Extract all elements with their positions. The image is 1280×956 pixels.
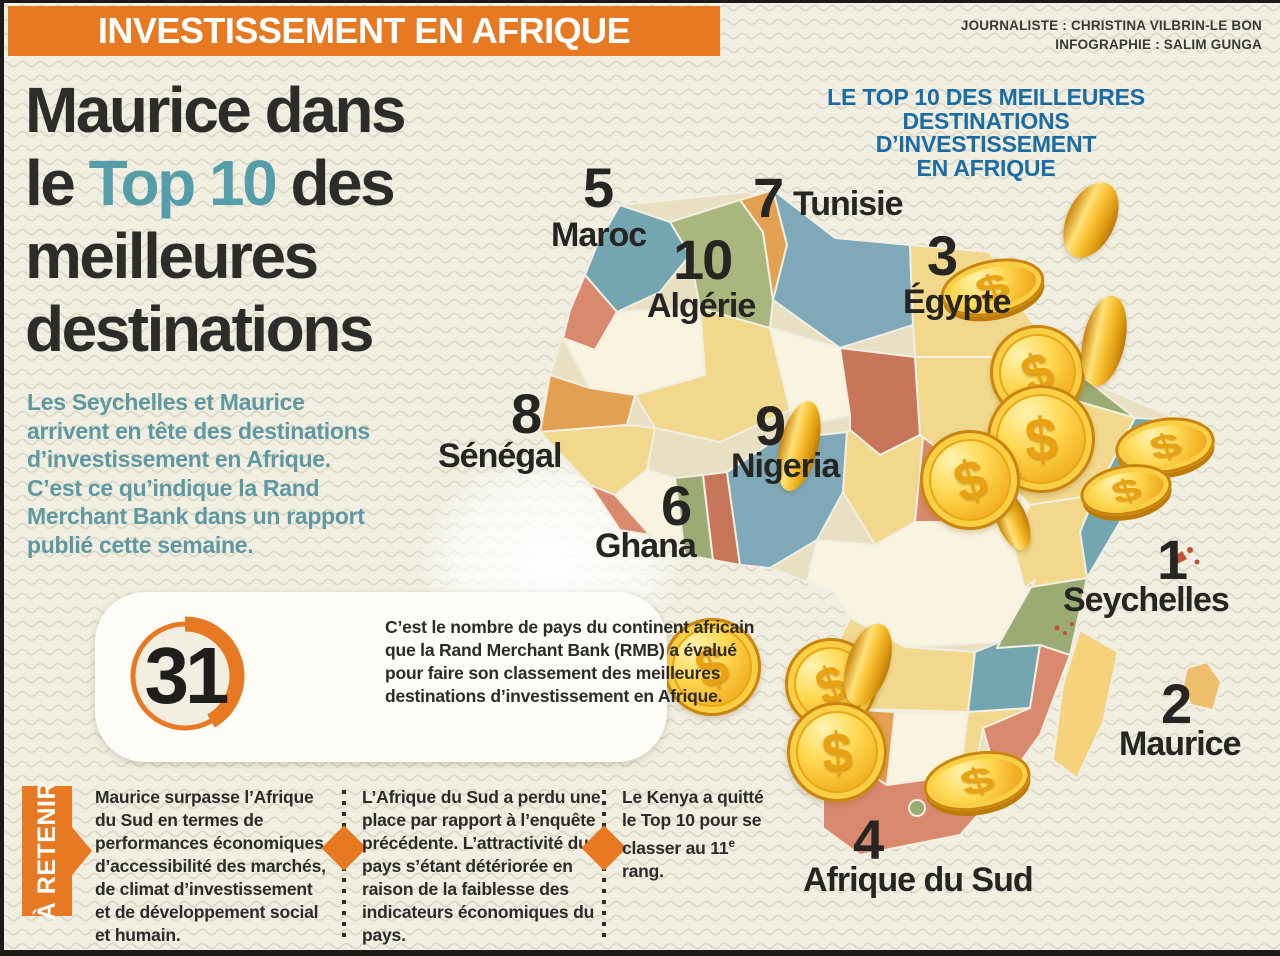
credit-journalist: JOURNALISTE : CHRISTINA VILBRIN-LE BON: [960, 18, 1262, 33]
intro-line: arrivent en tête des destinations: [27, 417, 370, 444]
a-retenir-label: À RETENIR: [32, 781, 61, 921]
map-rank-number: 9: [755, 394, 786, 457]
headline-text: des: [275, 147, 395, 219]
map-rank-number: 8: [511, 382, 542, 445]
map-country-label: Afrique du Sud: [803, 861, 1034, 899]
headline-line: destinations: [25, 293, 374, 365]
stat-ring-icon: [130, 616, 245, 731]
country-zambie: [967, 641, 1041, 713]
page-edge-top: [0, 0, 1280, 3]
country-niger: [769, 327, 851, 429]
map-country-label: Nigeria: [731, 447, 840, 485]
map-country-label: Ghana: [595, 527, 697, 565]
kicker-banner: INVESTISSEMENT EN AFRIQUE: [8, 6, 720, 56]
note-lead: Maurice: [95, 787, 160, 807]
dollar-sign: $: [819, 720, 855, 784]
headline-line: le Top 10 des: [25, 147, 404, 220]
map-title-line: DESTINATIONS: [902, 107, 1070, 134]
credits: JOURNALISTE : CHRISTINA VILBRIN-LE BON I…: [961, 16, 1262, 54]
note-lead: L’Afrique du Sud: [362, 787, 499, 807]
islands-seychelles: [1173, 551, 1187, 564]
headline: Maurice dans le Top 10 des meilleures de…: [25, 74, 407, 366]
intro-line: Les Seychelles et Maurice: [27, 389, 305, 415]
country-lesotho: [908, 799, 926, 817]
dollar-sign: $: [1144, 424, 1186, 467]
map-rank-number: 6: [661, 474, 692, 537]
map-rank-number: 3: [927, 224, 958, 287]
page-edge-bottom: [0, 950, 1280, 956]
note-kenya: Le Kenya a quitté le Top 10 pour se clas…: [622, 786, 780, 883]
note-text: a quitté le Top 10 pour se classer au 11: [622, 787, 764, 858]
intro-line: Merchant Bank dans un rapport: [27, 503, 365, 529]
note-text: rang.: [622, 860, 664, 881]
map-rank-number: 1: [1157, 528, 1188, 591]
intro-line: publié cette semaine.: [27, 531, 254, 558]
map-country-label: Maurice: [1119, 725, 1241, 763]
note-text: a perdu une place par rapport à l’enquêt…: [362, 787, 601, 945]
dollar-sign: $: [954, 758, 1000, 804]
intro-line: d’investissement en Afrique.: [27, 446, 331, 472]
stat-number: 31: [144, 631, 230, 720]
country-senegal: [539, 374, 636, 433]
intro-paragraph: Les Seychelles et Maurice arrivent en têt…: [27, 388, 370, 559]
note-lead: Le Kenya: [622, 787, 699, 807]
stat-ring: 31: [123, 614, 247, 738]
note-maurice: Maurice surpasse l’Afrique du Sud en ter…: [95, 786, 332, 947]
map-title-line: LE TOP 10 DES MEILLEURES: [827, 84, 1145, 110]
map-country-label: Maroc: [551, 216, 647, 254]
dollar-sign: $: [945, 445, 995, 515]
map-rank-number: 10: [673, 228, 733, 291]
island-madagascar: [1052, 629, 1119, 779]
islands-comores: [1054, 625, 1060, 631]
map-rank-number: 4: [853, 808, 884, 871]
map-title-line: D’INVESTISSEMENT: [875, 131, 1097, 157]
headline-text: le: [25, 147, 89, 219]
note-text: surpasse l’Afrique du Sud en termes de p…: [95, 787, 329, 945]
island-maurice: [1182, 661, 1222, 711]
map-rank-number: 5: [583, 156, 614, 219]
map-country-label: Algérie: [647, 287, 756, 325]
islands-seychelles: [1194, 559, 1200, 565]
map-rank-number: 7: [753, 166, 784, 229]
a-retenir-section: À RETENIR Maurice surpasse l’Afrique du …: [0, 780, 790, 950]
note-superscript: e: [728, 836, 735, 850]
headline-line: meilleures: [25, 220, 319, 292]
map-country-label: Sénégal: [438, 437, 562, 475]
islands-comores: [1070, 622, 1074, 626]
islands-comores: [1063, 631, 1067, 635]
a-retenir-banner: À RETENIR: [22, 781, 72, 921]
headline-line: Maurice dans: [25, 74, 407, 146]
credit-infographer: INFOGRAPHIE : SALIM GUNGA: [1055, 37, 1262, 52]
stat-text: C’est le nombre de pays du continent afr…: [385, 617, 755, 706]
africa-map-area: $ $ $ $ $ $ $ $ $ $ 1 Seychelles 2 Maurice 3 Égypte 4 Af…: [420, 156, 1245, 952]
islands-seychelles: [1187, 547, 1193, 553]
map-country-label: Égypte: [903, 283, 1011, 321]
map-rank-number: 2: [1161, 672, 1192, 735]
map-title: LE TOP 10 DES MEILLEURES DESTINATIONS D’IN…: [788, 84, 1184, 181]
a-retenir-arrow-icon: [72, 827, 92, 875]
page-edge-left: [0, 0, 4, 956]
country-libye: [772, 189, 914, 349]
note-afrique-du-sud: L’Afrique du Sud a perdu une place par r…: [362, 786, 604, 947]
dollar-sign: $: [1022, 404, 1060, 474]
stat-callout: 31 C’est le nombre de pays du continent …: [95, 592, 754, 762]
intro-line: C’est ce qu’indique la Rand: [27, 474, 320, 501]
map-country-label: Seychelles: [1063, 581, 1230, 619]
map-title-line: EN AFRIQUE: [916, 154, 1056, 181]
headline-accent: Top 10: [88, 147, 278, 219]
map-country-label: Tunisie: [793, 185, 903, 223]
dollar-sign: $: [1106, 470, 1146, 510]
